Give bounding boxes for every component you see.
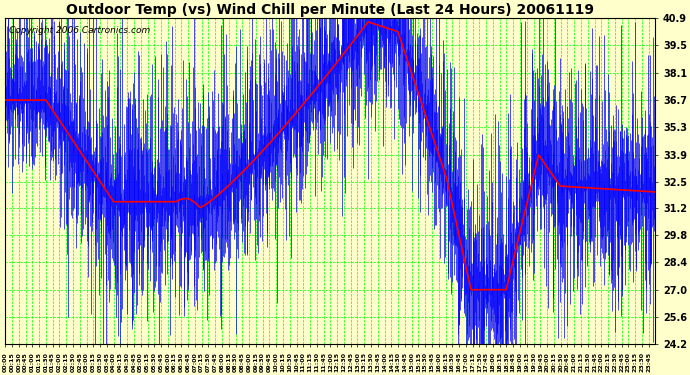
Title: Outdoor Temp (vs) Wind Chill per Minute (Last 24 Hours) 20061119: Outdoor Temp (vs) Wind Chill per Minute …	[66, 3, 594, 17]
Text: Copyright 2006 Cartronics.com: Copyright 2006 Cartronics.com	[8, 26, 150, 35]
